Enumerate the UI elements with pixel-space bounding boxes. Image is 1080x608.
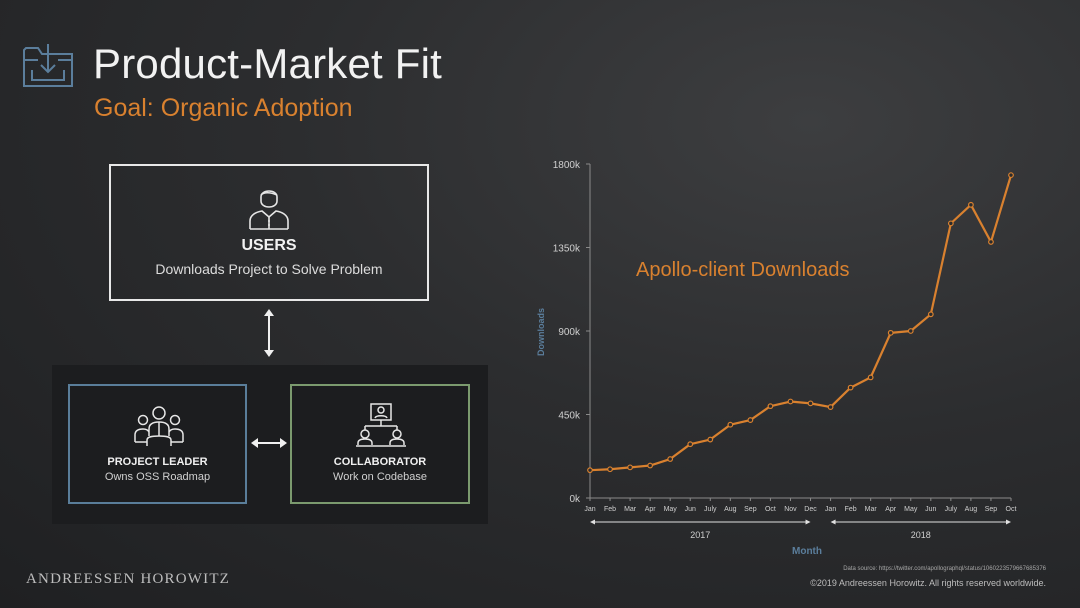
y-axis-label: Downloads (536, 308, 546, 356)
slide-subtitle: Goal: Organic Adoption (94, 94, 353, 122)
series-line (589, 174, 1013, 472)
x-tick-label: Sep (985, 506, 998, 513)
collaborator-title: COLLABORATOR (333, 456, 427, 468)
x-tick-label: Oct (1006, 506, 1017, 513)
collaborator-box: COLLABORATOR Work on Codebase (290, 384, 470, 504)
y-tick-label: 0k (569, 494, 581, 505)
data-point (907, 328, 914, 334)
data-point (627, 464, 633, 471)
collaborator-description: Work on Codebase (333, 471, 427, 483)
data-point (687, 441, 694, 448)
data-point (667, 456, 674, 462)
year-bracket-arrow (805, 519, 811, 525)
data-point (847, 384, 854, 391)
x-tick-label: May (664, 506, 678, 513)
horizontal-double-arrow (251, 438, 287, 448)
data-point (1008, 172, 1014, 179)
data-point (827, 404, 834, 410)
data-source-note: Data source: https://twitter.com/apollog… (843, 566, 1046, 572)
x-tick-label: Jun (925, 506, 936, 513)
data-point (968, 201, 974, 208)
data-point (727, 421, 734, 428)
x-tick-label: Apr (885, 506, 897, 513)
data-point (927, 311, 934, 318)
copyright-notice: ©2019 Andreessen Horowitz. All rights re… (810, 578, 1046, 588)
chart-title: Apollo-client Downloads (636, 259, 849, 281)
users-box: USERS Downloads Project to Solve Problem (109, 164, 429, 301)
year-bracket-arrow (590, 519, 595, 525)
year-group-label: 2018 (911, 530, 931, 540)
data-point (988, 239, 994, 245)
x-axis-label: Month (792, 546, 822, 557)
year-bracket-arrow (830, 519, 836, 525)
x-tick-label: Nov (784, 506, 797, 513)
data-point (947, 220, 954, 227)
y-tick-label: 450k (558, 411, 581, 422)
data-point (647, 462, 654, 469)
data-point (867, 374, 874, 381)
team-leader-icon (134, 406, 184, 446)
data-point (787, 398, 794, 405)
data-point (707, 436, 714, 443)
org-chart-icon (356, 403, 406, 447)
user-icon (249, 190, 289, 230)
project-leader-title: PROJECT LEADER (107, 456, 208, 468)
x-axis: Jan Feb Mar Apr May Jun July Aug Sep Oct Nov Dec Jan… (584, 497, 1017, 540)
x-tick-label: Jan (584, 506, 595, 513)
team-panel (52, 365, 488, 524)
y-tick-label: 900k (558, 327, 581, 338)
series-layer (587, 172, 1014, 474)
x-tick-label: Mar (865, 506, 878, 513)
x-tick-label: Dec (804, 506, 817, 513)
x-tick-label: Oct (765, 506, 776, 513)
x-tick-label: Feb (604, 506, 616, 513)
data-point (607, 466, 613, 473)
data-point (887, 329, 894, 336)
data-point (807, 400, 814, 407)
x-tick-label: Jan (825, 506, 836, 513)
data-point (587, 467, 593, 474)
company-logo: ANDREESSEN HOROWITZ (26, 571, 231, 587)
year-group-label: 2017 (690, 530, 710, 540)
y-tick-label: 1350k (553, 244, 581, 255)
y-tick-label: 1800k (553, 160, 581, 171)
data-point (747, 417, 754, 423)
project-leader-description: Owns OSS Roadmap (104, 471, 211, 483)
x-tick-label: Mar (624, 506, 637, 513)
data-point (767, 403, 774, 410)
download-tray-icon (23, 44, 73, 87)
x-tick-label: Apr (645, 506, 657, 513)
users-description: Downloads Project to Solve Problem (155, 261, 383, 277)
x-tick-label: Feb (845, 506, 857, 513)
x-tick-label: Aug (965, 506, 978, 513)
slide-title: Product-Market Fit (93, 40, 443, 87)
vertical-double-arrow (264, 309, 274, 357)
x-tick-label: July (945, 506, 958, 513)
x-tick-label: Aug (724, 506, 737, 513)
x-tick-label: July (704, 506, 717, 513)
x-tick-label: Jun (685, 506, 696, 513)
x-tick-label: May (904, 506, 918, 513)
x-tick-label: Sep (744, 506, 757, 513)
y-axis: 0k 450k 900k 1350k 1800k (553, 160, 591, 505)
project-leader-box: PROJECT LEADER Owns OSS Roadmap (68, 384, 247, 504)
year-bracket-arrow (1006, 519, 1011, 525)
users-title: USERS (241, 237, 297, 254)
